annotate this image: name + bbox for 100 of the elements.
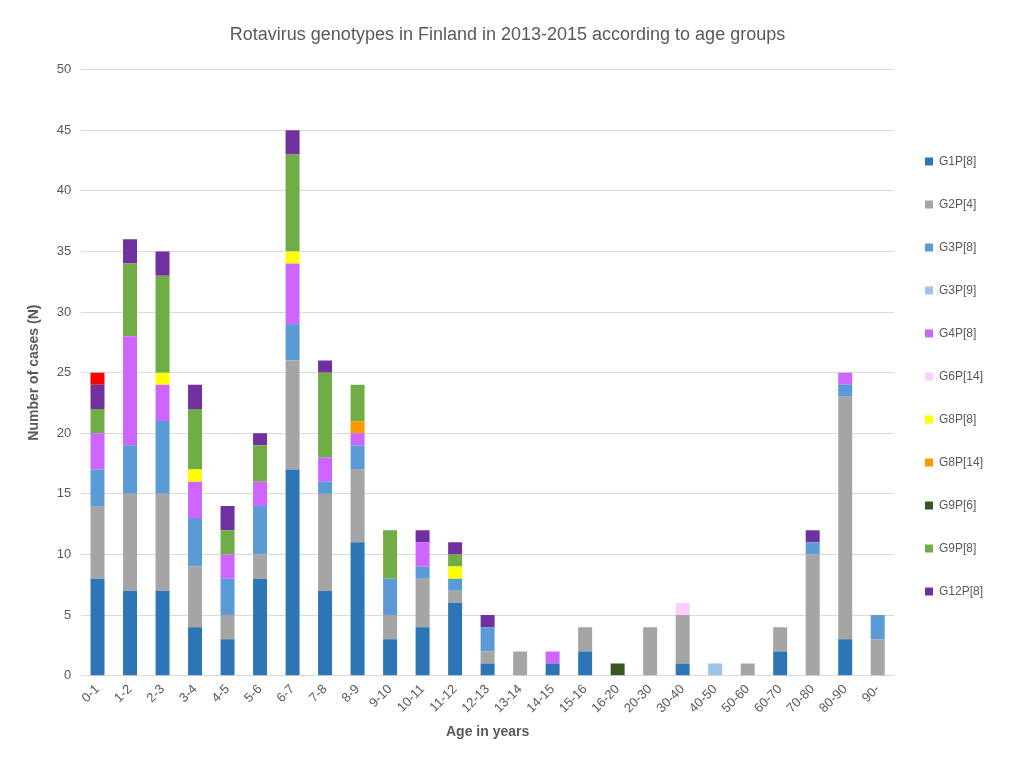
- bar: [318, 457, 333, 482]
- legend-label: G2P[4]: [938, 196, 977, 211]
- bar: [188, 481, 203, 519]
- legend-label: G8P[14]: [938, 454, 983, 469]
- legend-label: G6P[14]: [938, 368, 983, 383]
- bar: [805, 530, 820, 543]
- bar: [415, 566, 430, 579]
- bar: [350, 542, 365, 676]
- bar: [90, 578, 105, 676]
- bar: [90, 469, 105, 506]
- bar: [578, 651, 593, 676]
- bar: [253, 481, 268, 506]
- legend-label: G4P[8]: [938, 325, 977, 340]
- bar: [675, 602, 690, 616]
- bar: [448, 554, 463, 567]
- bar: [870, 615, 885, 640]
- x-axis-title: Age in years: [445, 723, 530, 740]
- x-tick-label: 0-1: [78, 681, 103, 706]
- bar: [285, 251, 300, 264]
- bar: [285, 263, 300, 325]
- bar: [155, 590, 170, 676]
- x-tick-label: 8-9: [338, 681, 363, 706]
- bar: [188, 469, 203, 482]
- bar: [220, 554, 235, 579]
- legend-label: G9P[6]: [938, 497, 977, 512]
- legend-label: G12P[8]: [938, 583, 983, 598]
- bar: [513, 651, 528, 676]
- bar: [253, 433, 268, 446]
- bar: [448, 590, 463, 603]
- bar: [220, 505, 235, 531]
- bar: [155, 275, 170, 373]
- bar: [838, 639, 853, 676]
- y-tick-label: 10: [56, 546, 72, 562]
- bar: [643, 627, 658, 676]
- legend-label: G8P[8]: [938, 411, 977, 426]
- y-tick-label: 25: [56, 364, 72, 380]
- bar: [448, 566, 463, 579]
- bar: [480, 627, 495, 652]
- bar: [285, 360, 300, 470]
- legend-label: G9P[8]: [938, 540, 977, 555]
- bar: [480, 663, 495, 676]
- bar: [188, 566, 203, 628]
- bar: [318, 493, 333, 591]
- y-tick-label: 30: [56, 303, 72, 319]
- bar: [285, 154, 300, 252]
- bar: [480, 651, 495, 664]
- bar: [90, 372, 105, 385]
- bar: [155, 493, 170, 591]
- bar: [90, 384, 105, 409]
- bar: [415, 578, 430, 628]
- bar: [448, 542, 463, 555]
- bar: [188, 518, 203, 567]
- bar: [220, 530, 235, 555]
- bar: [123, 336, 138, 446]
- bar: [253, 445, 268, 482]
- bar: [415, 627, 430, 676]
- y-tick-label: 40: [56, 182, 72, 198]
- bar: [220, 615, 235, 640]
- bar: [155, 251, 170, 276]
- y-axis-title: Number of cases (N): [25, 304, 42, 441]
- chart-title: Rotavirus genotypes in Finland in 2013-2015 according to age groups: [229, 23, 786, 44]
- bar: [838, 384, 853, 397]
- bar: [220, 639, 235, 676]
- bar: [480, 615, 495, 628]
- bar: [383, 639, 398, 676]
- bar: [415, 530, 430, 543]
- bar: [188, 408, 203, 470]
- bar: [155, 372, 170, 385]
- x-tick-label: 90-: [858, 681, 883, 706]
- bar: [610, 663, 625, 676]
- legend-label: G1P[8]: [938, 153, 977, 168]
- bar: [415, 542, 430, 567]
- bar: [350, 421, 365, 434]
- bar: [318, 372, 333, 458]
- y-tick-label: 0: [64, 667, 72, 683]
- y-tick-label: 20: [56, 424, 72, 440]
- bar: [545, 651, 560, 664]
- bar: [350, 469, 365, 543]
- bar: [448, 578, 463, 591]
- y-tick-label: 35: [56, 243, 72, 258]
- legend-label: G3P[9]: [938, 282, 977, 297]
- bar: [675, 615, 690, 664]
- bar: [285, 130, 300, 155]
- bar: [220, 578, 235, 616]
- bar: [805, 554, 820, 676]
- bar: [318, 481, 333, 494]
- bar: [870, 639, 885, 676]
- y-tick-label: 5: [64, 606, 72, 622]
- bar: [155, 384, 170, 422]
- bar: [318, 590, 333, 676]
- bar: [253, 505, 268, 555]
- bar: [773, 651, 788, 676]
- bar: [90, 408, 105, 434]
- bar: [350, 433, 365, 446]
- bar: [123, 445, 138, 494]
- bar: [90, 505, 105, 579]
- bar: [383, 615, 398, 640]
- bar: [123, 493, 138, 591]
- bar: [773, 627, 788, 652]
- bar: [90, 433, 105, 470]
